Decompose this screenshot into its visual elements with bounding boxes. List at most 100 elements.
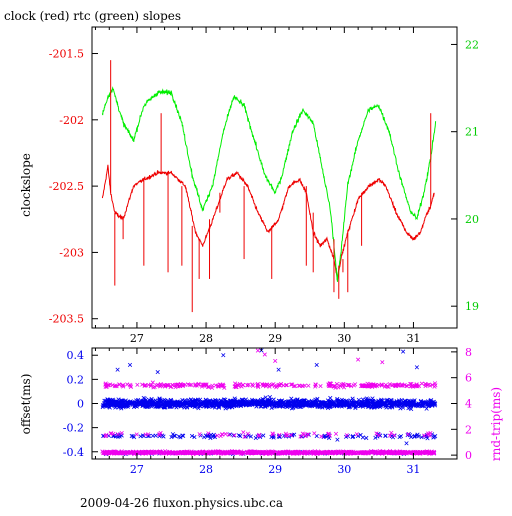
offset-point xyxy=(390,405,395,410)
roundtrip-point xyxy=(232,433,237,438)
roundtrip-point xyxy=(120,450,125,455)
offset-point xyxy=(228,432,233,437)
slopes-y-axis-title: clockslope xyxy=(19,153,33,217)
roundtrip-point xyxy=(333,450,338,455)
offset-point xyxy=(169,435,174,440)
offset-point xyxy=(315,396,320,401)
offset-point xyxy=(272,403,277,408)
roundtrip-point xyxy=(189,382,194,387)
right-y-tick-label: 6 xyxy=(465,372,472,385)
offset-point xyxy=(259,404,264,409)
roundtrip-point xyxy=(103,381,108,386)
roundtrip-point xyxy=(394,383,399,388)
offset-point xyxy=(350,434,355,440)
offset-point xyxy=(335,396,340,402)
roundtrip-point xyxy=(349,384,354,389)
offset-point xyxy=(172,433,177,438)
roundtrip-point xyxy=(420,450,426,455)
offset-point xyxy=(181,433,186,438)
roundtrip-point xyxy=(419,381,424,386)
left-y-tick-label: 0 xyxy=(77,398,84,411)
offset-point xyxy=(404,441,409,446)
offset-point xyxy=(286,403,292,408)
offset-point xyxy=(371,405,376,410)
offset-point xyxy=(115,433,120,438)
roundtrip-point xyxy=(255,383,260,388)
roundtrip-point xyxy=(128,384,133,389)
roundtrip-point xyxy=(242,434,247,439)
roundtrip-point xyxy=(305,432,310,437)
left-y-tick-label: 0.4 xyxy=(67,349,85,362)
offset-point xyxy=(179,403,184,408)
left-y-tick-label: -0.2 xyxy=(63,422,84,435)
x-tick-label: 30 xyxy=(337,332,351,345)
roundtrip-point xyxy=(365,451,370,456)
roundtrip-point xyxy=(212,450,217,455)
roundtrip-point xyxy=(163,383,168,388)
offset-point xyxy=(143,400,148,405)
roundtrip-point xyxy=(289,382,294,387)
roundtrip-point xyxy=(109,451,114,456)
offset-point xyxy=(370,399,375,404)
roundtrip-point xyxy=(245,431,250,436)
offset-point xyxy=(264,403,269,408)
offset-point xyxy=(174,401,179,406)
roundtrip-point xyxy=(385,384,390,389)
offset-point xyxy=(247,399,252,404)
offset-point xyxy=(212,434,217,440)
roundtrip-point xyxy=(121,384,126,389)
offset-point xyxy=(152,401,157,406)
roundtrip-point xyxy=(141,450,146,455)
roundtrip-point xyxy=(172,450,177,456)
roundtrip-point xyxy=(155,382,160,387)
roundtrip-point xyxy=(345,383,350,388)
roundtrip-point xyxy=(372,449,377,454)
roundtrip-point xyxy=(261,450,266,455)
roundtrip-point xyxy=(288,451,293,456)
roundtrip-point xyxy=(134,432,139,437)
offset-point xyxy=(119,401,124,406)
clock-slope-series xyxy=(101,164,435,281)
roundtrip-point xyxy=(216,450,222,456)
left-y-tick-label: -201.5 xyxy=(49,48,84,61)
roundtrip-y-axis-title: rnd-trip(ms) xyxy=(489,387,503,461)
offset-point xyxy=(176,434,182,439)
offset-point xyxy=(103,398,108,403)
roundtrip-point xyxy=(353,382,358,387)
offset-point xyxy=(184,401,189,406)
roundtrip-point xyxy=(426,432,431,437)
offset-point xyxy=(209,403,214,408)
roundtrip-point xyxy=(291,450,297,455)
x-tick-label: 29 xyxy=(268,463,282,476)
offset-point xyxy=(411,399,417,405)
x-tick-label: 28 xyxy=(199,332,213,345)
roundtrip-point xyxy=(196,382,201,387)
offset-point xyxy=(291,404,296,409)
offset-point xyxy=(334,398,340,403)
offset-point xyxy=(148,400,153,405)
roundtrip-point xyxy=(285,450,290,455)
roundtrip-point xyxy=(347,382,352,388)
roundtrip-point xyxy=(430,450,435,455)
roundtrip-point xyxy=(231,450,237,455)
offset-point xyxy=(353,404,358,409)
offset-point xyxy=(155,370,160,375)
roundtrip-point xyxy=(216,383,221,388)
left-y-tick-label: -203 xyxy=(59,246,84,259)
offset-point xyxy=(115,367,120,372)
roundtrip-point xyxy=(196,451,201,456)
roundtrip-point xyxy=(223,450,228,455)
offset-point xyxy=(293,402,298,407)
offset-point xyxy=(148,399,153,405)
roundtrip-point xyxy=(279,451,284,456)
roundtrip-point xyxy=(177,450,182,455)
offset-point xyxy=(401,349,406,354)
offset-point xyxy=(158,398,163,403)
offset-point xyxy=(377,400,382,405)
offset-point xyxy=(302,398,307,403)
offset-point xyxy=(322,433,327,438)
roundtrip-point xyxy=(316,450,321,455)
slopes-axes: 27 28 29 30 31 -201.5 -202 -202.5 -203 -203.5 19 20… xyxy=(49,27,479,345)
roundtrip-point xyxy=(338,450,343,455)
roundtrip-point xyxy=(283,431,288,436)
